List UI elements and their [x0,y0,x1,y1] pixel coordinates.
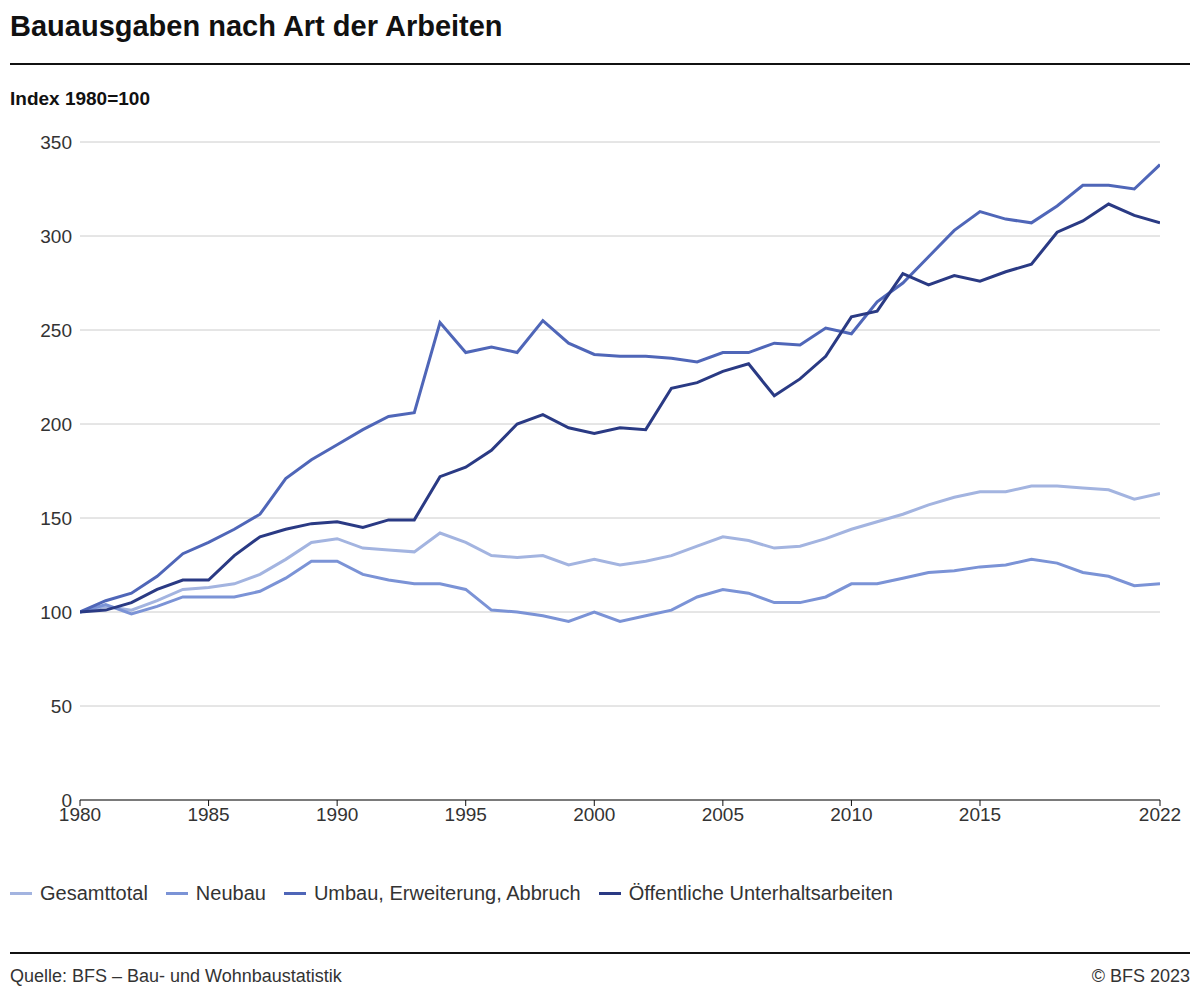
html-text:Index 1980=100: Index 1980=100 [10,88,150,109]
svg-text:300: 300 [40,226,72,247]
svg-text:350: 350 [40,132,72,153]
svg-text:1990: 1990 [316,804,358,825]
html-text:Bauausgaben nach Art der Arbei: Bauausgaben nach Art der Arbeiten [10,10,503,42]
svg-text:2000: 2000 [573,804,615,825]
html-text:Umbau, Erweiterung, Abbruch: Umbau, Erweiterung, Abbruch [313,882,581,904]
svg-text:2015: 2015 [959,804,1001,825]
html-text:© BFS 2023: © BFS 2023 [1091,966,1190,986]
svg-text:100: 100 [40,602,72,623]
svg-text:1980: 1980 [58,804,102,826]
svg-text:1985: 1985 [187,804,229,825]
svg-text:150: 150 [40,508,72,529]
html-text:Gesamttotal: Gesamttotal [40,882,148,904]
svg-text:0: 0 [61,790,72,811]
svg-text:2010: 2010 [830,804,872,825]
html-text:Öffentliche Unterhaltsarbeiten: Öffentliche Unterhaltsarbeiten [628,882,893,904]
svg-text:250: 250 [40,320,72,341]
html-text:Neubau: Neubau [195,882,266,904]
svg-text:200: 200 [40,414,72,435]
svg-text:50: 50 [51,696,72,717]
svg-text:2005: 2005 [702,804,744,825]
html-text:Quelle: BFS – Bau- und Wohnbau: Quelle: BFS – Bau- und Wohnbaustatistik [10,966,342,986]
svg-text:2022: 2022 [1139,804,1181,825]
svg-text:1995: 1995 [445,804,487,825]
